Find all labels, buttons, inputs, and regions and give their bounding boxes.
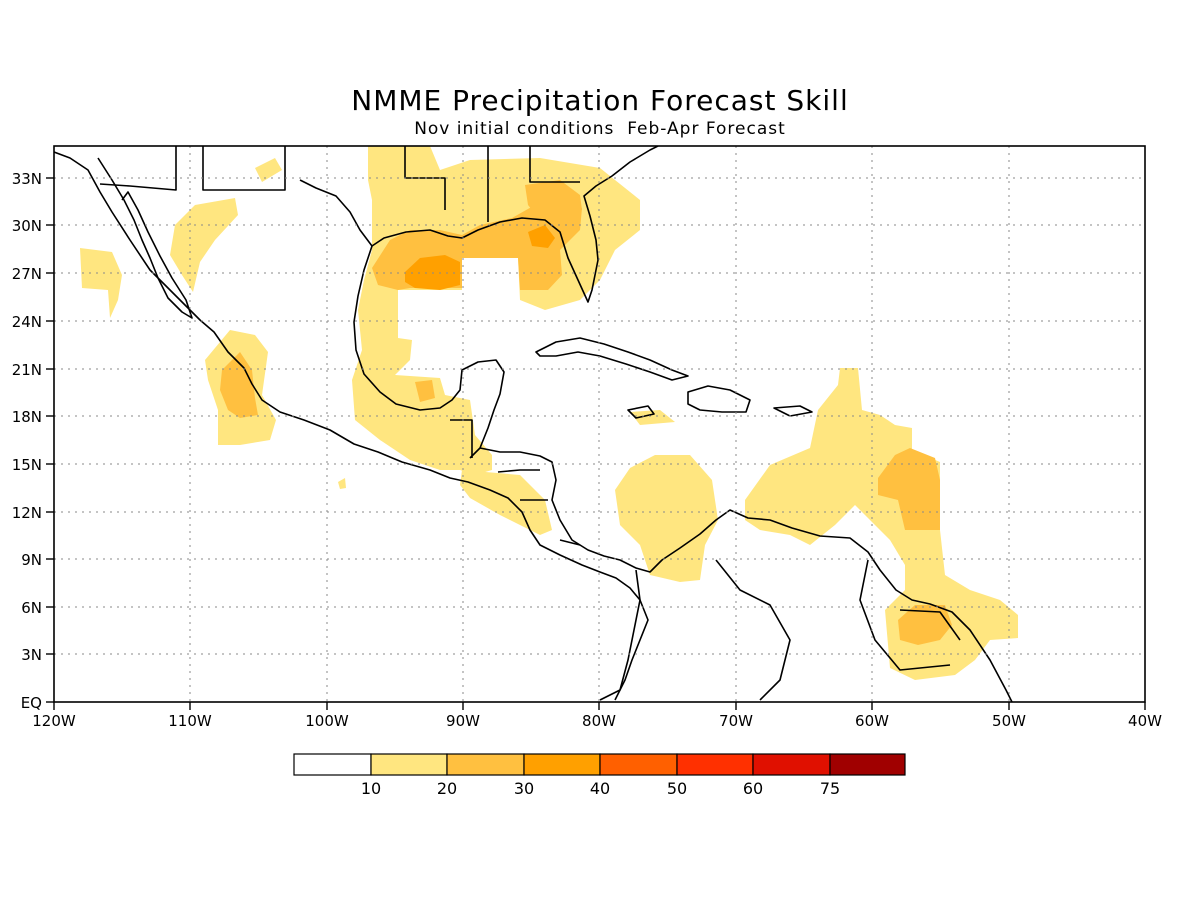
lat-label: 9N bbox=[21, 551, 42, 569]
map-title: NMME Precipitation Forecast Skill bbox=[351, 84, 849, 117]
map-grid bbox=[54, 146, 1145, 702]
lon-label: 120W bbox=[32, 712, 76, 730]
colorbar-swatch-0 bbox=[293, 753, 372, 776]
colorbar-swatch-3 bbox=[523, 753, 601, 776]
colorbar-swatch-2 bbox=[446, 753, 525, 776]
colorbar-label: 75 bbox=[820, 779, 840, 798]
colorbar-swatch-5 bbox=[676, 753, 754, 776]
lat-label: 30N bbox=[12, 217, 42, 235]
lat-label: 6N bbox=[21, 599, 42, 617]
latitude-labels: 33N 30N 27N 24N 21N 18N 15N 12N 9N 6N 3N… bbox=[12, 170, 42, 712]
skill-shading bbox=[54, 146, 1018, 702]
lat-label: 27N bbox=[12, 265, 42, 283]
colorbar-swatch-7 bbox=[829, 753, 906, 776]
colorbar-label: 20 bbox=[437, 779, 457, 798]
lat-label: 15N bbox=[12, 456, 42, 474]
colorbar-labels: 10 20 30 40 50 60 75 bbox=[361, 779, 840, 798]
lon-label: 40W bbox=[1128, 712, 1162, 730]
lat-label: EQ bbox=[21, 694, 42, 712]
colorbar-label: 60 bbox=[743, 779, 763, 798]
lat-label: 18N bbox=[12, 408, 42, 426]
lon-label: 50W bbox=[992, 712, 1026, 730]
longitude-labels: 120W 110W 100W 90W 80W 70W 60W 50W 40W bbox=[32, 712, 1162, 730]
colorbar-label: 50 bbox=[667, 779, 687, 798]
lat-label: 3N bbox=[21, 646, 42, 664]
lat-label: 33N bbox=[12, 170, 42, 188]
colorbar-swatch-1 bbox=[370, 753, 448, 776]
lon-label: 90W bbox=[446, 712, 480, 730]
colorbar-label: 40 bbox=[590, 779, 610, 798]
map-subtitle: Nov initial conditions Feb-Apr Forecast bbox=[414, 119, 786, 139]
colorbar-label: 10 bbox=[361, 779, 381, 798]
coastlines bbox=[54, 146, 1013, 702]
lon-label: 70W bbox=[719, 712, 753, 730]
lat-label: 12N bbox=[12, 504, 42, 522]
lon-label: 60W bbox=[855, 712, 889, 730]
colorbar-swatch-4 bbox=[599, 753, 678, 776]
colorbar-label: 30 bbox=[514, 779, 534, 798]
colorbar: 10 20 30 40 50 60 75 bbox=[293, 753, 906, 798]
lat-label: 21N bbox=[12, 361, 42, 379]
colorbar-swatch-6 bbox=[752, 753, 831, 776]
lat-label: 24N bbox=[12, 313, 42, 331]
lon-label: 110W bbox=[168, 712, 212, 730]
lon-label: 100W bbox=[305, 712, 349, 730]
lon-label: 80W bbox=[582, 712, 616, 730]
axis-ticks bbox=[46, 177, 1146, 710]
